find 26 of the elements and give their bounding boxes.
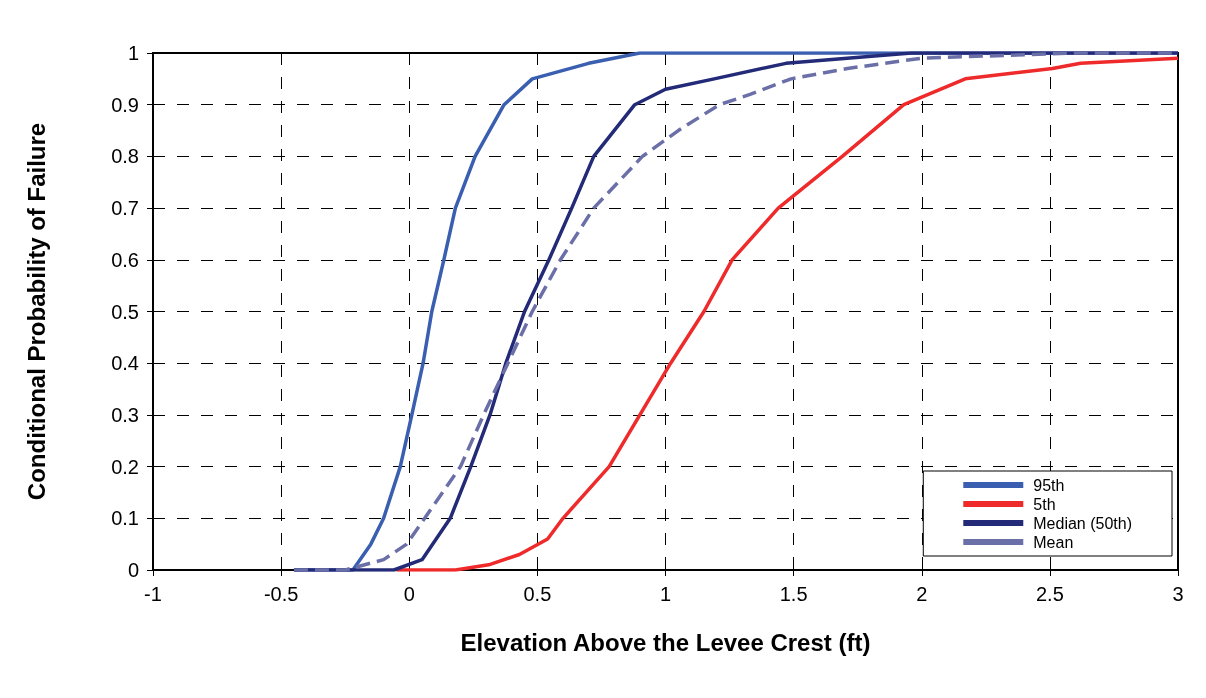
- legend-label: Median (50th): [1033, 514, 1132, 532]
- y-tick-label: 0.3: [111, 403, 139, 426]
- x-tick-label: 1.5: [779, 583, 808, 605]
- y-axis-title: Conditional Probability of Failure: [22, 122, 50, 501]
- x-tick-label: -1: [144, 583, 162, 605]
- y-tick-label: 0.5: [111, 300, 139, 323]
- y-tick-label: 0.4: [111, 352, 139, 375]
- y-tick-label: 1: [127, 42, 139, 64]
- x-tick-label: 0.5: [523, 583, 552, 605]
- y-tick-label: 0.8: [111, 145, 139, 168]
- x-tick-label: 1: [659, 583, 672, 605]
- y-tick-label: 0.6: [111, 248, 139, 271]
- legend-label: Mean: [1033, 533, 1074, 551]
- y-tick-label: 0: [127, 559, 139, 581]
- y-tick-label: 0.9: [111, 93, 139, 116]
- x-tick-label: -0.5: [263, 583, 299, 605]
- x-tick-label: 2.5: [1035, 583, 1064, 605]
- x-axis-title: Elevation Above the Levee Crest (ft): [460, 628, 871, 656]
- x-tick-label: 2: [916, 583, 928, 605]
- legend-label: 95th: [1033, 476, 1065, 494]
- y-tick-label: 0.1: [111, 507, 139, 530]
- y-tick-label: 0.2: [111, 455, 139, 478]
- legend-label: 5th: [1033, 495, 1056, 513]
- x-tick-label: 0: [403, 583, 415, 605]
- y-tick-label: 0.7: [111, 197, 139, 220]
- x-tick-label: 3: [1172, 583, 1184, 605]
